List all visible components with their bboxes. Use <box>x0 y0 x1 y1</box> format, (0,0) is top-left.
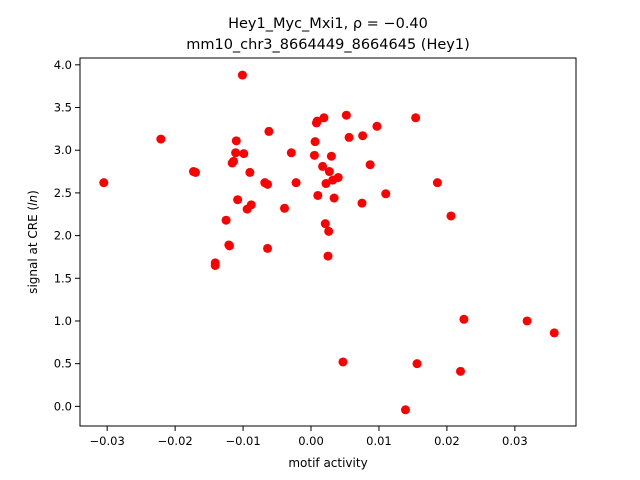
data-point <box>333 173 343 183</box>
x-tick-label: 0.01 <box>366 434 392 448</box>
data-point <box>286 148 296 158</box>
data-point <box>231 136 241 146</box>
data-point <box>313 190 323 200</box>
data-point <box>224 241 234 251</box>
x-axis-label: motif activity <box>288 456 367 470</box>
data-point <box>549 328 559 338</box>
y-axis-label: signal at CRE (ln) <box>26 190 40 294</box>
data-point <box>263 179 273 189</box>
data-point <box>326 151 336 161</box>
x-tick-label: 0.03 <box>502 434 528 448</box>
y-tick-label: 1.0 <box>54 314 72 328</box>
data-point <box>522 316 532 326</box>
data-point <box>324 167 334 177</box>
data-point <box>324 226 334 236</box>
data-point <box>237 70 247 80</box>
chart-title-line2: mm10_chr3_8664449_8664645 (Hey1) <box>186 37 470 53</box>
y-tick-label: 0.0 <box>54 399 72 413</box>
data-point <box>310 137 320 147</box>
chart-title-line1: Hey1_Myc_Mxi1, ρ = −0.40 <box>228 16 428 32</box>
x-axis-ticks: −0.03 −0.02 −0.01 0.00 0.01 0.02 0.03 <box>90 426 528 448</box>
data-point <box>191 167 201 177</box>
data-point <box>221 215 231 225</box>
y-tick-label: 2.5 <box>54 186 72 200</box>
data-point <box>99 178 109 188</box>
x-tick-label: 0.00 <box>298 434 324 448</box>
data-point <box>372 121 382 131</box>
data-point <box>264 126 274 136</box>
data-point <box>245 167 255 177</box>
x-tick-label: −0.03 <box>90 434 125 448</box>
y-axis-ticks: 0.0 0.5 1.0 1.5 2.0 2.5 3.0 3.5 4.0 <box>54 58 80 413</box>
data-point <box>280 203 290 213</box>
data-point <box>233 195 243 205</box>
data-point <box>312 116 322 126</box>
data-point <box>459 314 469 324</box>
y-tick-label: 1.5 <box>54 271 72 285</box>
x-tick-label: −0.02 <box>157 434 192 448</box>
data-point <box>341 110 351 120</box>
data-point <box>411 113 421 123</box>
data-point <box>318 161 328 171</box>
data-point <box>400 405 410 415</box>
data-point <box>357 198 367 208</box>
data-point <box>412 359 422 369</box>
data-point <box>156 134 166 144</box>
data-point <box>432 178 442 188</box>
data-point <box>320 219 330 229</box>
y-tick-label: 4.0 <box>54 58 72 72</box>
data-point <box>344 132 354 142</box>
y-tick-label: 2.0 <box>54 229 72 243</box>
data-point <box>229 156 239 166</box>
data-point <box>231 148 241 158</box>
data-point <box>329 193 339 203</box>
data-point <box>246 200 256 210</box>
data-point <box>210 260 220 270</box>
data-point <box>455 366 465 376</box>
plot-frame <box>79 57 577 427</box>
data-point <box>239 149 249 159</box>
data-point <box>323 251 333 261</box>
data-point <box>358 131 368 141</box>
y-axis-label-unit: ln <box>26 195 40 206</box>
y-tick-label: 3.0 <box>54 143 72 157</box>
data-point <box>319 113 329 123</box>
data-point <box>381 189 391 199</box>
data-point <box>291 178 301 188</box>
data-point <box>365 160 375 170</box>
data-point <box>263 243 273 253</box>
x-tick-label: −0.01 <box>225 434 260 448</box>
y-tick-label: 3.5 <box>54 101 72 115</box>
data-points <box>99 70 559 415</box>
y-tick-label: 0.5 <box>54 357 72 371</box>
data-point <box>446 211 456 221</box>
x-tick-label: 0.02 <box>434 434 460 448</box>
data-point <box>309 150 319 160</box>
data-point <box>338 357 348 367</box>
data-point <box>321 179 331 189</box>
